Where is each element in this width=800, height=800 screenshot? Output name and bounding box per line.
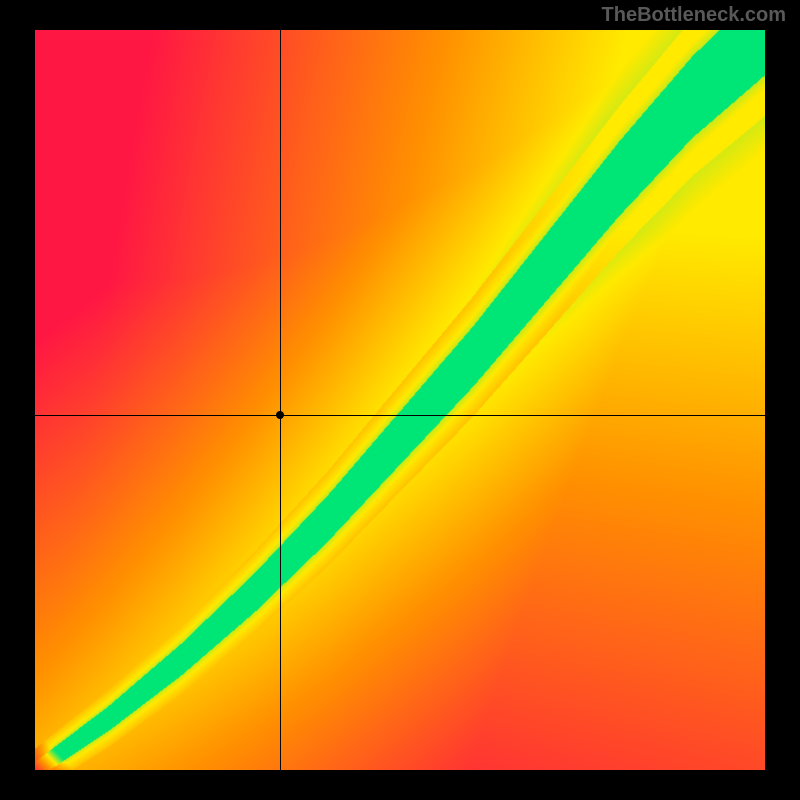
crosshair-marker bbox=[276, 411, 284, 419]
crosshair-horizontal bbox=[35, 415, 765, 416]
heatmap-canvas bbox=[35, 30, 765, 770]
heatmap-plot bbox=[35, 30, 765, 770]
chart-container: TheBottleneck.com bbox=[0, 0, 800, 800]
watermark-text: TheBottleneck.com bbox=[602, 4, 786, 27]
crosshair-vertical bbox=[280, 30, 281, 770]
chart-border bbox=[0, 0, 800, 800]
